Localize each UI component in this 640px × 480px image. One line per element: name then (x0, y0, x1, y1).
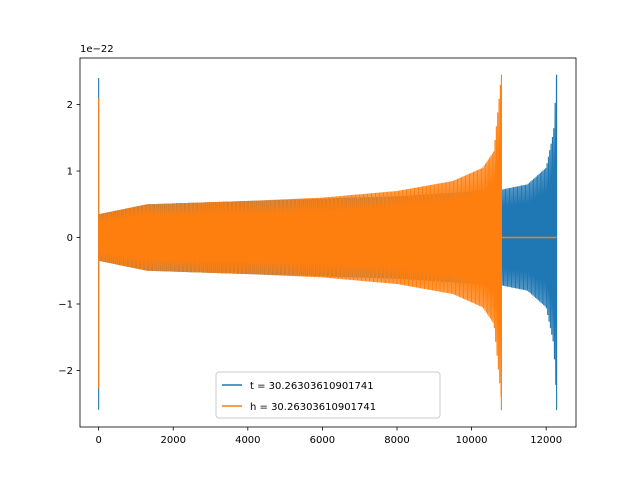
y-tick-label: −1 (58, 300, 73, 311)
y-tick-label: 2 (67, 100, 73, 111)
offset-text: 1e−22 (80, 44, 114, 55)
legend-label-h: h = 30.26303610901741 (250, 402, 376, 413)
plot-area (79, 57, 577, 428)
x-tick-label: 12000 (530, 435, 562, 446)
x-tick-label: 10000 (456, 435, 488, 446)
y-tick-label: 0 (67, 233, 73, 244)
series-line-h (98, 74, 502, 411)
axes-frame (79, 57, 577, 428)
legend-frame (215, 371, 441, 419)
x-tick-label: 6000 (310, 435, 335, 446)
x-tick-label: 0 (95, 435, 101, 446)
y-axis: −2 −1 0 1 2 (58, 100, 80, 377)
legend-label-t: t = 30.26303610901741 (250, 381, 374, 392)
x-tick-label: 4000 (235, 435, 260, 446)
series-layer (98, 74, 558, 411)
x-axis: 0 2000 4000 6000 8000 10000 12000 (95, 427, 562, 446)
y-tick-label: 1 (67, 167, 73, 178)
legend: t = 30.26303610901741 h = 30.26303610901… (215, 371, 441, 419)
x-tick-label: 2000 (161, 435, 186, 446)
x-tick-label: 8000 (384, 435, 409, 446)
y-tick-label: −2 (58, 366, 73, 377)
